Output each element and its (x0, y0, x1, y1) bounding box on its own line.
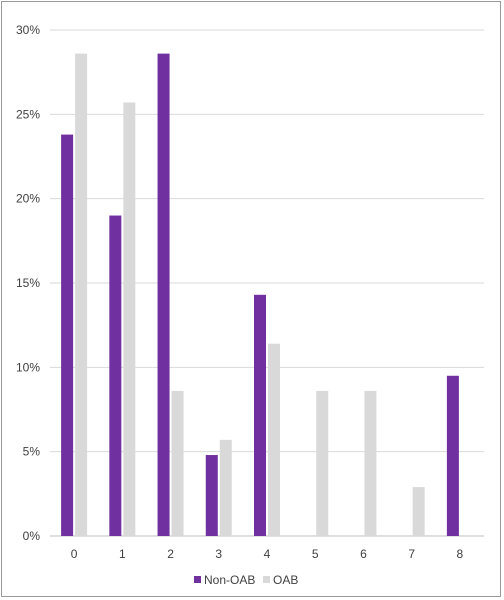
bar-oab-7 (412, 487, 425, 536)
y-tick-label: 5% (23, 445, 41, 459)
x-tick-label: 8 (457, 547, 464, 561)
x-tick-label: 3 (215, 547, 222, 561)
bar-oab-0 (75, 53, 88, 536)
bar-non-oab-2 (157, 53, 170, 536)
y-axis: 0% 5% 10% 15% 20% 25% 30% (16, 23, 40, 543)
bar-oab-3 (219, 439, 232, 536)
x-tick-label: 2 (167, 547, 174, 561)
x-tick-label: 0 (71, 547, 78, 561)
legend: Non-OAB OAB (194, 573, 298, 587)
bar-non-oab-1 (109, 215, 122, 537)
y-tick-label: 30% (16, 23, 40, 37)
bar-non-oab-8 (446, 375, 459, 536)
bar-oab-4 (268, 343, 280, 536)
bar-non-oab-0 (61, 134, 74, 536)
bar-oab-2 (171, 390, 184, 536)
x-tick-label: 1 (119, 547, 126, 561)
x-tick-label: 5 (312, 547, 319, 561)
x-axis: 0 1 2 3 4 5 6 7 8 (71, 547, 464, 561)
legend-swatch-non-oab (194, 576, 201, 583)
y-tick-label: 10% (16, 360, 40, 374)
y-tick-label: 15% (16, 276, 40, 290)
bar-non-oab-4 (254, 294, 266, 536)
bar-oab-6 (364, 390, 377, 536)
y-tick-label: 20% (16, 192, 40, 206)
bar-non-oab-3 (205, 455, 218, 536)
bar-oab-5 (316, 390, 329, 536)
x-tick-label: 6 (360, 547, 367, 561)
y-tick-label: 25% (16, 107, 40, 121)
y-tick-label: 0% (23, 529, 41, 543)
x-tick-label: 4 (264, 547, 271, 561)
legend-label-oab: OAB (273, 573, 298, 587)
x-tick-label: 7 (408, 547, 415, 561)
gridlines (50, 29, 484, 537)
bars (61, 53, 459, 537)
bar-oab-1 (123, 102, 136, 536)
legend-swatch-oab (263, 576, 270, 583)
legend-label-non-oab: Non-OAB (204, 573, 255, 587)
